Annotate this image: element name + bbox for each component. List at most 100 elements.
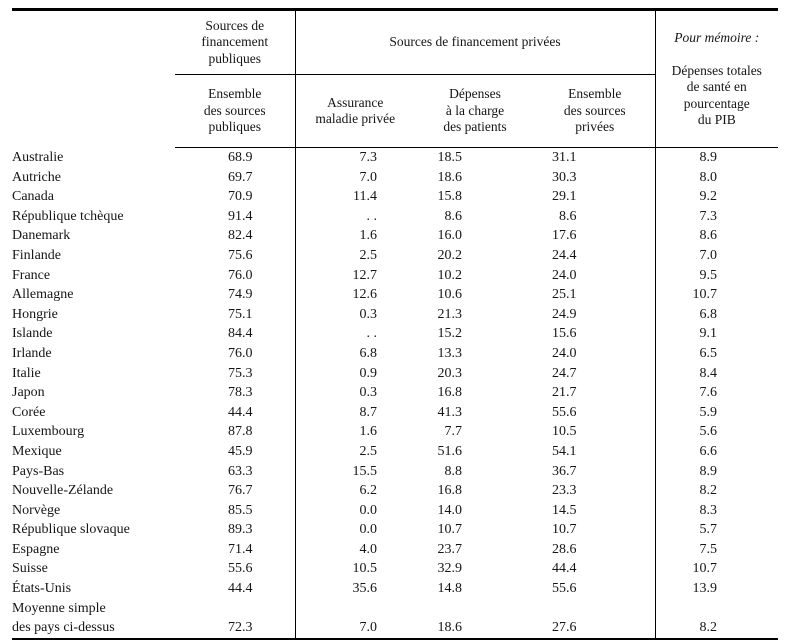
header-memo-subtitle: Dépenses totales de santé en pourcentage…	[671, 62, 762, 128]
table-row: Australie 68.9 7.3 18.5 31.1 8.9	[12, 147, 779, 168]
value-cell: 55.6	[552, 404, 577, 420]
value-cell: 20.2	[437, 247, 463, 263]
value-cell: 44.4	[228, 404, 253, 420]
value-cell: 6.6	[654, 441, 779, 462]
header-private-insurance: Assurance maladie privée	[294, 74, 415, 148]
header-memo: Pour mémoire : Dépenses totales de santé…	[654, 9, 779, 148]
value-cell: 36.7	[552, 463, 577, 479]
value-cell: 7.0	[294, 598, 415, 639]
value-cell: 12.6	[294, 285, 415, 305]
country-name: Corée	[12, 404, 46, 420]
country-name: États-Unis	[12, 581, 72, 597]
country-name: Japon	[12, 385, 45, 401]
value-cell: 12.7	[294, 265, 415, 286]
value-cell: 44.4	[552, 561, 577, 577]
value-cell: 0.3	[294, 304, 415, 325]
value-cell: 68.9	[228, 150, 253, 165]
header-private-group: Sources de financement privées	[294, 9, 656, 76]
value-cell: 16.8	[437, 483, 463, 499]
value-cell: 76.7	[228, 483, 253, 499]
value-cell: 9.2	[654, 187, 779, 207]
value-cell: 2.5	[294, 245, 415, 266]
table-row: Corée 44.4 8.7 41.3 55.6 5.9	[12, 402, 779, 423]
value-cell: 23.3	[552, 483, 577, 499]
country-name: Danemark	[12, 228, 71, 244]
value-cell: 55.6	[228, 561, 253, 577]
table-row: Hongrie 75.1 0.3 21.3 24.9 6.8	[12, 304, 779, 325]
country-name: Espagne	[12, 541, 60, 557]
table-row: Danemark 82.4 1.6 16.0 17.6 8.6	[12, 226, 779, 246]
value-cell: 0.0	[294, 500, 415, 521]
value-cell: 87.8	[228, 424, 253, 440]
value-cell: 7.0	[294, 167, 415, 188]
value-cell: 6.5	[654, 343, 779, 364]
value-cell: 84.4	[228, 326, 253, 342]
table-row: Japon 78.3 0.3 16.8 21.7 7.6	[12, 383, 779, 403]
country-name: Irlande	[12, 345, 52, 361]
country-name: Moyenne simple des pays ci-dessus	[12, 600, 115, 636]
value-cell: 18.6	[437, 169, 463, 185]
value-cell: 8.6	[654, 226, 779, 246]
value-cell: 8.9	[654, 147, 779, 168]
value-cell: 4.0	[294, 539, 415, 560]
value-cell: 5.9	[654, 402, 779, 423]
value-cell: 7.6	[654, 383, 779, 403]
country-name: Suisse	[12, 561, 48, 577]
header-row-columns: Ensemble des sources publiques Assurance…	[12, 74, 778, 148]
value-cell: 63.3	[228, 463, 253, 479]
value-cell: 20.3	[437, 365, 463, 381]
value-cell: 8.6	[559, 208, 577, 224]
value-cell: 51.6	[437, 443, 463, 459]
table-row: France 76.0 12.7 10.2 24.0 9.5	[12, 265, 779, 286]
table-row: États-Unis 44.4 35.6 14.8 55.6 13.9	[12, 579, 779, 599]
value-cell: 21.3	[437, 306, 463, 322]
value-cell: 7.7	[444, 424, 463, 440]
value-cell: 8.8	[444, 463, 463, 479]
table-row: République tchèque 91.4 . . 8.6 8.6 7.3	[12, 206, 779, 227]
value-cell: 35.6	[294, 579, 415, 599]
country-name: Norvège	[12, 502, 61, 518]
value-cell: 18.5	[437, 150, 463, 165]
value-cell: 78.3	[228, 385, 253, 401]
value-cell: 75.1	[228, 306, 253, 322]
value-cell: 54.1	[552, 443, 577, 459]
value-cell: 5.7	[654, 520, 779, 540]
value-cell: 7.0	[654, 245, 779, 266]
value-cell: 25.1	[552, 287, 577, 303]
value-cell: 82.4	[228, 228, 253, 244]
value-cell: 10.7	[552, 522, 577, 538]
table-body: Australie 68.9 7.3 18.5 31.1 8.9 Autriche 69.7 7…	[12, 147, 779, 639]
table-row: Espagne 71.4 4.0 23.7 28.6 7.5	[12, 539, 779, 560]
value-cell: 8.2	[654, 481, 779, 501]
value-cell: 8.7	[294, 402, 415, 423]
value-cell: 30.3	[552, 169, 577, 185]
value-cell: 85.5	[228, 502, 253, 518]
value-cell: 10.5	[294, 559, 415, 580]
value-cell: 16.0	[437, 228, 463, 244]
value-cell: 24.0	[552, 267, 577, 283]
header-row-groups: Sources de financement publiques Sources…	[12, 9, 779, 148]
header-public-total: Ensemble des sources publiques	[175, 74, 295, 148]
value-cell: 5.6	[654, 422, 779, 442]
value-cell: 8.2	[654, 598, 779, 639]
value-cell: 27.6	[552, 620, 577, 636]
value-cell: . .	[294, 206, 415, 227]
value-cell: 10.2	[437, 267, 463, 283]
value-cell: 10.5	[552, 424, 577, 440]
value-cell: 71.4	[228, 541, 253, 557]
header-out-of-pocket: Dépenses à la charge des patients	[415, 74, 535, 148]
header-memo-title: Pour mémoire :	[674, 29, 760, 45]
table-row: Allemagne 74.9 12.6 10.6 25.1 10.7	[12, 285, 779, 305]
value-cell: 8.3	[654, 500, 779, 521]
value-cell: 7.5	[654, 539, 779, 560]
table-row: Canada 70.9 11.4 15.8 29.1 9.2	[12, 187, 779, 207]
value-cell: 76.0	[228, 345, 253, 361]
value-cell: 24.7	[552, 365, 577, 381]
country-name: Australie	[12, 150, 64, 165]
value-cell: 29.1	[552, 189, 577, 205]
table-row: Irlande 76.0 6.8 13.3 24.0 6.5	[12, 343, 779, 364]
value-cell: 10.7	[654, 285, 779, 305]
table-row: Finlande 75.6 2.5 20.2 24.4 7.0	[12, 245, 779, 266]
value-cell: 0.9	[294, 363, 415, 384]
